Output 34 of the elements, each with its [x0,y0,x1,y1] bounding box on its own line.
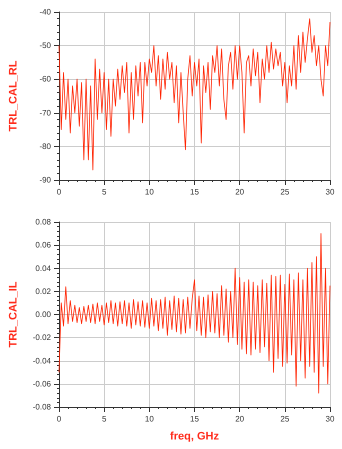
x-tick-label: 20 [235,188,245,196]
x-tick-label: 0 [56,414,62,424]
line-series [58,18,330,170]
y-tick-label: 0.04 [35,264,52,273]
y-tick-label: -0.06 [32,379,52,388]
y-tick-label: 0.06 [35,240,52,250]
x-tick-label: 5 [102,188,107,196]
x-tick-label: 15 [190,414,200,424]
y-axis-title: TRL_CAL_RL [8,60,20,132]
y-tick-label: -90 [39,176,52,184]
y-tick-label: -60 [39,74,52,84]
y-tick-label: -50 [39,41,52,50]
y-tick-label: -0.08 [32,402,52,412]
y-tick-label: 0.00 [35,310,52,319]
y-tick-label: -0.04 [32,356,52,366]
y-tick-label: 0.02 [35,286,52,296]
y-tick-label: -70 [39,108,52,118]
x-tick-label: 0 [56,188,62,196]
x-tick-label: 30 [326,188,335,196]
line-series [58,233,330,394]
x-tick-label: 25 [280,188,290,196]
y-tick-label: 0.08 [35,218,52,226]
y-tick-label: -40 [39,8,52,16]
x-tick-label: 5 [102,414,107,424]
y-axis-title: TRL_CAL_IL [8,281,20,348]
x-tick-label: 15 [190,188,200,196]
x-tick-label: 20 [235,414,245,424]
y-tick-label: -0.02 [32,333,52,342]
y-tick-label: -80 [39,142,52,151]
x-axis-title: freq, GHz [170,430,220,442]
x-tick-label: 10 [144,188,154,196]
x-tick-label: 25 [280,414,290,424]
x-tick-label: 10 [144,414,154,424]
x-tick-label: 30 [326,414,335,424]
